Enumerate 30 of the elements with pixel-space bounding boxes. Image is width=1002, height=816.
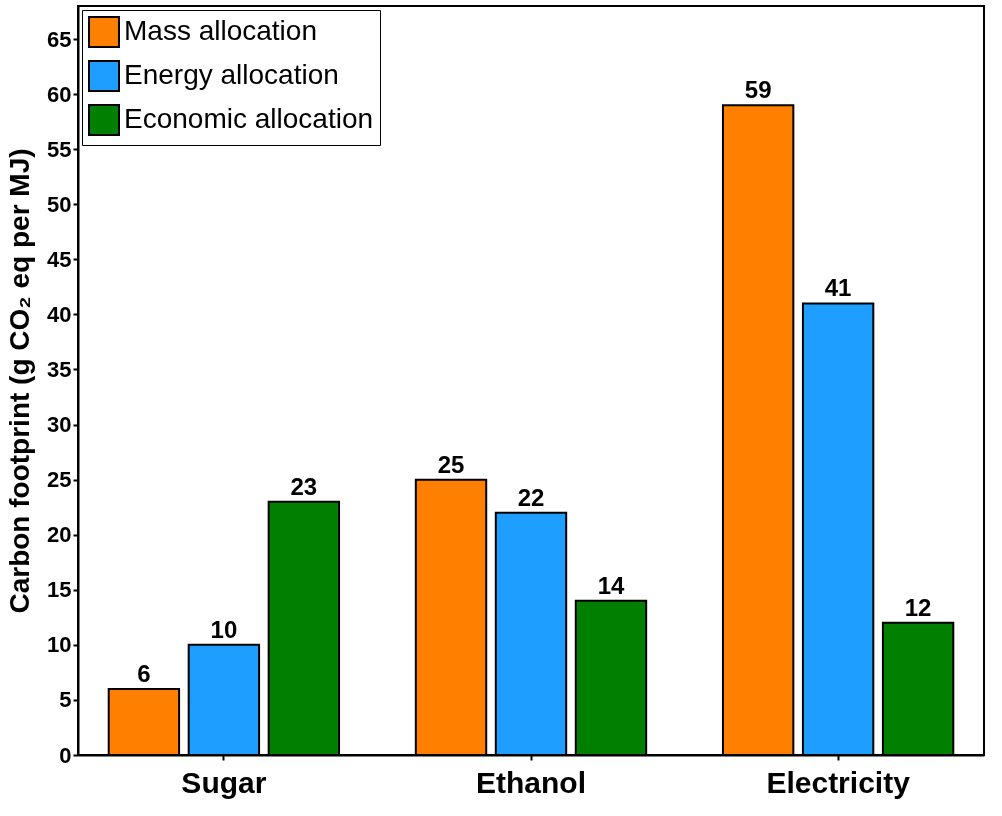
y-tick-label: 65 [47,26,72,52]
y-tick-label: 60 [47,81,72,107]
y-tick-label: 45 [47,246,72,272]
legend-label: Mass allocation [124,15,317,46]
legend-label: Economic allocation [124,103,374,134]
legend-label: Energy allocation [124,59,339,90]
y-tick-label: 30 [47,412,72,438]
y-axis-title: Carbon footprint (g CO₂ eq per MJ) [4,148,36,614]
x-tick-label: Sugar [181,765,267,799]
y-tick-label: 25 [47,467,72,493]
data-label: 41 [824,274,852,302]
y-tick-label: 55 [47,136,72,162]
y-tick-label: 50 [47,191,72,217]
data-label: 14 [597,571,625,599]
y-tick-label: 20 [47,522,72,548]
data-label: 59 [744,76,772,104]
y-tick-label: 0 [59,742,72,768]
y-tick-label: 5 [59,687,72,713]
data-label: 6 [137,659,151,687]
y-tick-label: 15 [47,577,72,603]
data-label: 12 [904,593,932,621]
y-tick-label: 40 [47,301,72,327]
x-tick-label: Electricity [766,765,911,799]
y-tick-label: 35 [47,356,72,382]
data-label: 25 [437,450,465,478]
x-tick-label: Ethanol [476,765,586,799]
data-label: 10 [210,615,238,643]
data-label: 22 [517,483,545,511]
data-label: 23 [290,472,318,500]
y-tick-label: 10 [47,632,72,658]
